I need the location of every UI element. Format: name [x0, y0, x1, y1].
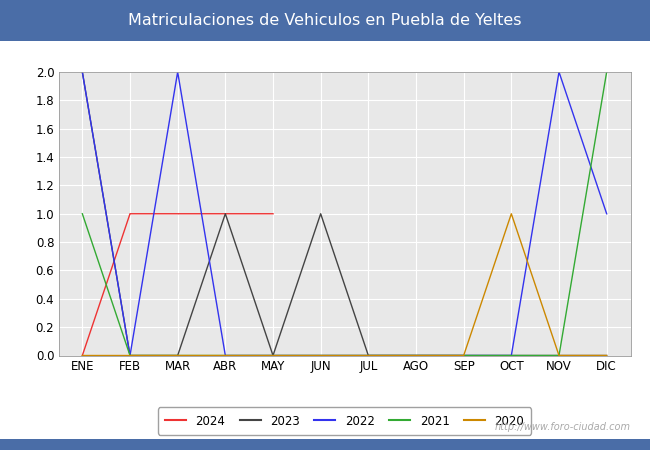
2024	[222, 211, 229, 216]
2023	[222, 211, 229, 216]
2022	[508, 353, 515, 358]
2021	[365, 353, 372, 358]
Line: 2020: 2020	[83, 214, 606, 356]
2023	[365, 353, 372, 358]
2023	[603, 353, 610, 358]
2024	[126, 211, 134, 216]
2022	[603, 211, 610, 216]
2020	[555, 353, 563, 358]
Text: Matriculaciones de Vehiculos en Puebla de Yeltes: Matriculaciones de Vehiculos en Puebla d…	[128, 13, 522, 28]
2021	[555, 353, 563, 358]
2023	[508, 353, 515, 358]
2023	[317, 211, 324, 216]
2022	[460, 353, 467, 358]
2021	[317, 353, 324, 358]
2020	[412, 353, 420, 358]
2020	[460, 353, 467, 358]
2023	[126, 353, 134, 358]
2021	[460, 353, 467, 358]
2021	[174, 353, 181, 358]
2022	[555, 69, 563, 75]
2021	[222, 353, 229, 358]
2020	[365, 353, 372, 358]
Text: http://www.foro-ciudad.com: http://www.foro-ciudad.com	[495, 422, 630, 432]
Legend: 2024, 2023, 2022, 2021, 2020: 2024, 2023, 2022, 2021, 2020	[158, 408, 531, 435]
2022	[174, 69, 181, 75]
2020	[126, 353, 134, 358]
2023	[79, 69, 86, 75]
2024	[269, 211, 277, 216]
2021	[412, 353, 420, 358]
2023	[174, 353, 181, 358]
2020	[174, 353, 181, 358]
2020	[317, 353, 324, 358]
Line: 2022: 2022	[83, 72, 606, 356]
2022	[317, 353, 324, 358]
2023	[460, 353, 467, 358]
2022	[126, 353, 134, 358]
2020	[508, 211, 515, 216]
2021	[126, 353, 134, 358]
2020	[79, 353, 86, 358]
Line: 2021: 2021	[83, 72, 606, 356]
2020	[603, 353, 610, 358]
2023	[269, 353, 277, 358]
2020	[269, 353, 277, 358]
2023	[555, 353, 563, 358]
2021	[603, 69, 610, 75]
2021	[508, 353, 515, 358]
Line: 2023: 2023	[83, 72, 606, 356]
2022	[412, 353, 420, 358]
2022	[222, 353, 229, 358]
2024	[174, 211, 181, 216]
2023	[412, 353, 420, 358]
2021	[269, 353, 277, 358]
2022	[79, 69, 86, 75]
Line: 2024: 2024	[83, 214, 273, 356]
2021	[79, 211, 86, 216]
2024	[79, 353, 86, 358]
2022	[269, 353, 277, 358]
2020	[222, 353, 229, 358]
2022	[365, 353, 372, 358]
